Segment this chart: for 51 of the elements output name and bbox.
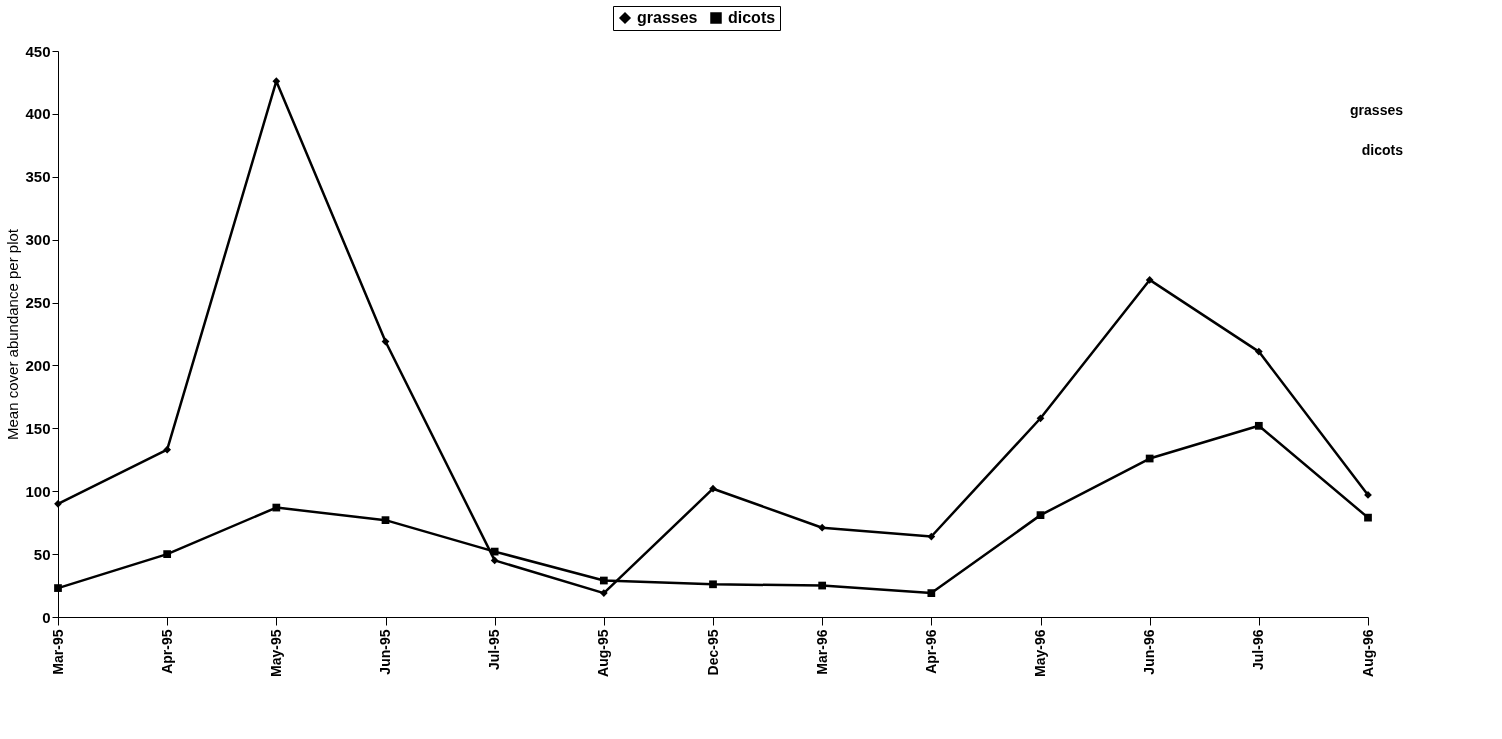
point: [709, 580, 717, 589]
point: [1254, 347, 1263, 356]
annotation: dicots: [1361, 142, 1404, 158]
x-tick-label: May-96: [1032, 629, 1048, 677]
x-tick-label: Jun-96: [1141, 629, 1158, 675]
point: [927, 532, 936, 541]
x-tick-label: Aug-95: [595, 629, 612, 677]
y-tick-label: 400: [25, 105, 51, 123]
y-tick-label: 150: [25, 419, 51, 437]
point: [599, 589, 608, 597]
point: [709, 484, 717, 493]
x-tick-label: Jul-95: [486, 629, 503, 670]
y-tick-label: 100: [25, 482, 51, 500]
point: [1036, 511, 1045, 519]
x-tick-label: Dec-95: [704, 629, 721, 676]
point: [54, 499, 62, 508]
annotation: grasses: [1350, 102, 1404, 118]
x-tick-label: Apr-96: [922, 629, 939, 674]
y-tick-label: 0: [42, 608, 51, 626]
point: [490, 556, 499, 565]
point: [599, 576, 608, 585]
point: [1254, 421, 1263, 430]
point: [272, 503, 281, 512]
y-tick-label: 200: [25, 356, 51, 374]
point: [381, 516, 390, 525]
point: [1364, 513, 1372, 522]
x-tick-label: Aug-96: [1359, 629, 1376, 677]
point: [818, 523, 827, 532]
y-tick-label: 350: [25, 168, 51, 186]
y-tick-label: 50: [33, 545, 51, 563]
y-tick-label: 300: [25, 231, 51, 249]
point: [927, 589, 936, 597]
x-tick-label: May-95: [267, 629, 284, 677]
y-tick-label: 450: [25, 42, 51, 60]
y-tick-label: 250: [25, 294, 51, 312]
point: [1145, 276, 1154, 284]
x-tick-label: Jun-95: [377, 629, 393, 675]
point: [163, 550, 172, 558]
legend-label: dicots: [728, 9, 776, 26]
x-tick-label: Apr-95: [158, 629, 175, 674]
point: [1036, 414, 1045, 423]
point: [54, 584, 62, 592]
y-axis-title: Mean cover abundance per plot: [4, 228, 22, 440]
point: [490, 547, 499, 556]
point: [163, 445, 172, 454]
point: [818, 581, 827, 590]
x-tick-label: Mar-96: [813, 629, 830, 675]
x-tick-label: Jul-96: [1250, 629, 1267, 670]
legend-label: grasses: [637, 9, 698, 26]
x-tick-label: Mar-95: [49, 629, 66, 675]
point: [1145, 454, 1154, 463]
